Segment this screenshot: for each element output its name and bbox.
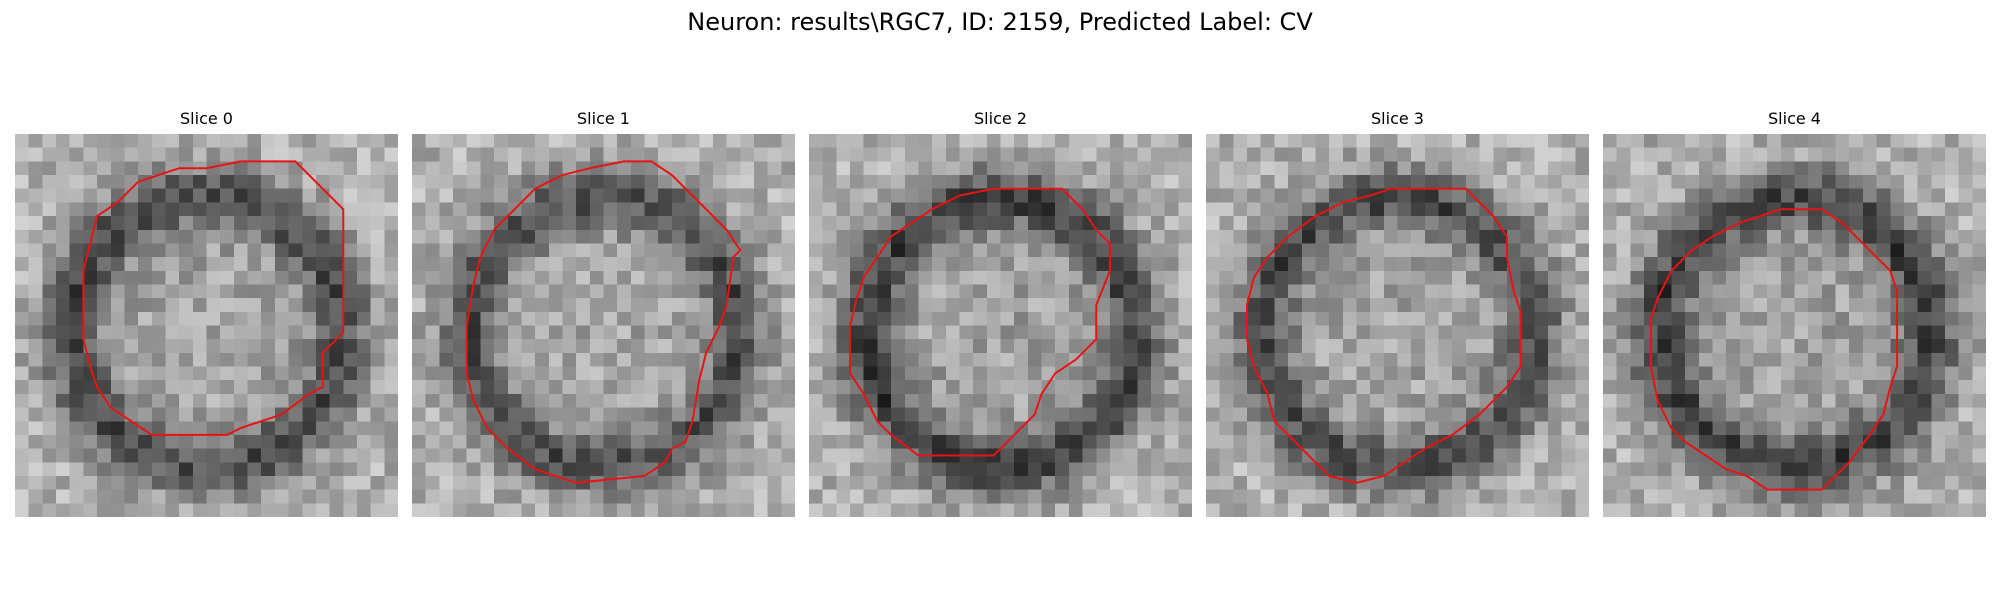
slice-title: Slice 2: [974, 109, 1027, 128]
slice-image: [1206, 134, 1589, 517]
slice-title: Slice 1: [577, 109, 630, 128]
slice-panel-1: Slice 1: [412, 108, 795, 517]
slice-panel-4: Slice 4: [1603, 108, 1986, 517]
slice-title: Slice 4: [1768, 109, 1821, 128]
slice-image: [809, 134, 1192, 517]
slice-image: [412, 134, 795, 517]
slice-panel-2: Slice 2: [809, 108, 1192, 517]
slice-panel-0: Slice 0: [15, 108, 398, 517]
slice-image: [15, 134, 398, 517]
slice-title: Slice 3: [1371, 109, 1424, 128]
slice-image: [1603, 134, 1986, 517]
slice-panel-3: Slice 3: [1206, 108, 1589, 517]
slice-title: Slice 0: [180, 109, 233, 128]
figure-title: Neuron: results\RGC7, ID: 2159, Predicte…: [687, 8, 1313, 36]
